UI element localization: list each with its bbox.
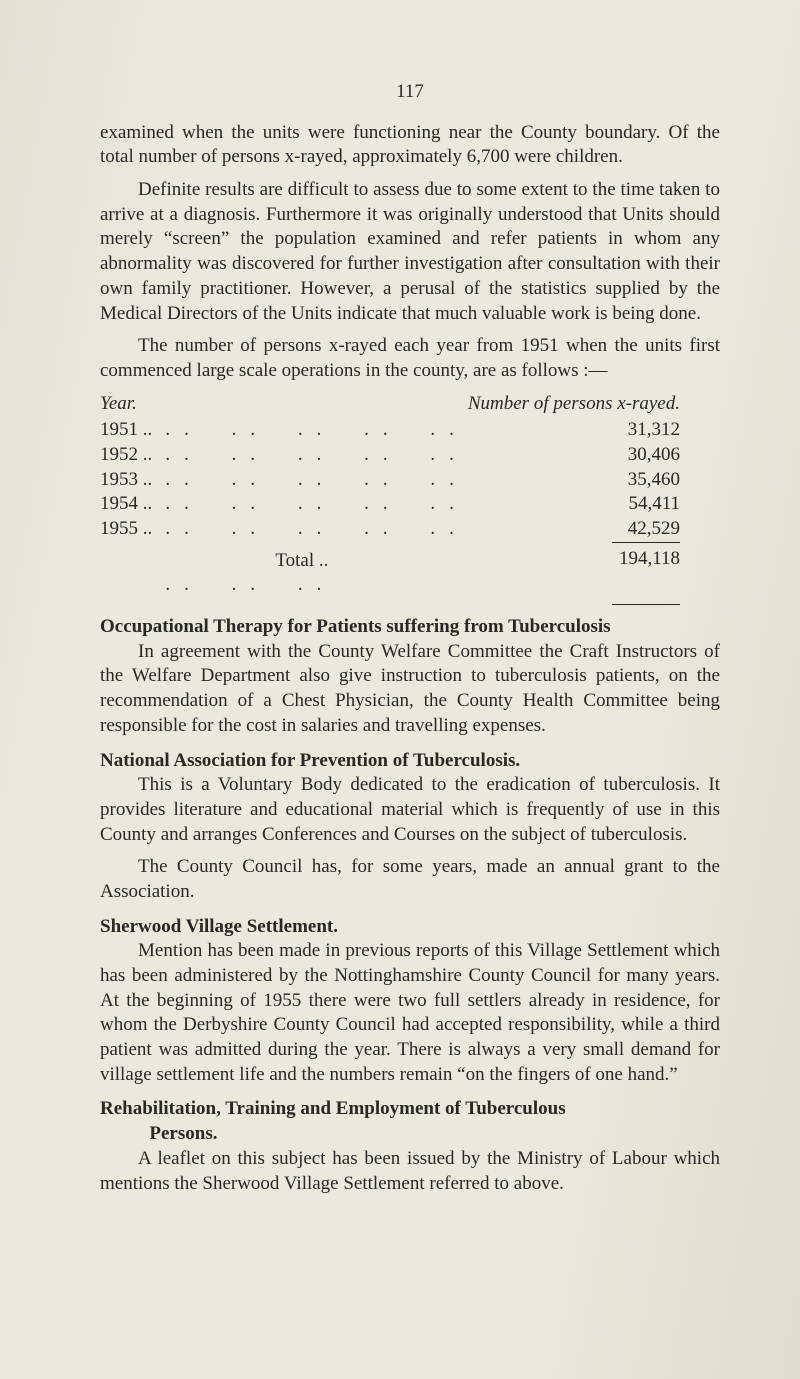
table-row: 1953 .. .. .. .. .. .. 35,460 (100, 468, 720, 493)
dots-cell: .. .. .. .. .. (161, 492, 468, 517)
xray-table: Year. Number of persons x-rayed. 1951 ..… (100, 392, 720, 606)
total-label: Total .. (161, 550, 328, 571)
year-cell: 1952 .. (100, 443, 161, 468)
section-heading-rehab-block: Rehabilitation, Training and Employment … (100, 1097, 720, 1146)
section-body-rehab: A leaflet on this subject has been issue… (100, 1147, 720, 1196)
total-value: 194,118 (612, 542, 680, 572)
paragraph-3: The number of persons x-rayed each year … (100, 334, 720, 383)
total-label-cell: Total .. .. .. .. (161, 542, 468, 605)
section-heading-occupational: Occupational Therapy for Patients suffer… (100, 615, 720, 640)
table-row: 1952 .. .. .. .. .. .. 30,406 (100, 443, 720, 468)
section-heading-rehab-line1: Rehabilitation, Training and Employment … (100, 1097, 720, 1122)
value-cell: 31,312 (468, 418, 720, 443)
leader-dots: .. .. .. .. .. (161, 493, 468, 514)
leader-dots: .. .. .. .. .. (161, 419, 468, 440)
section-body-occupational: In agreement with the County Welfare Com… (100, 640, 720, 739)
dots-cell: .. .. .. .. .. (161, 468, 468, 493)
leader-dots: .. .. .. .. .. (161, 518, 468, 539)
header-spacer (161, 392, 468, 419)
section-heading-sherwood: Sherwood Village Settlement. (100, 915, 720, 940)
leader-dots: .. .. .. .. .. (161, 444, 468, 465)
section-heading-rehab-line2: Persons. (100, 1122, 720, 1147)
leader-dots: .. .. .. (161, 574, 335, 595)
total-value-cell: 194,118 (468, 542, 720, 605)
table-header-row: Year. Number of persons x-rayed. (100, 392, 720, 419)
document-page: 117 examined when the units were functio… (0, 0, 800, 1379)
year-cell: 1951 .. (100, 418, 161, 443)
dots-cell: .. .. .. .. .. (161, 443, 468, 468)
total-spacer (100, 542, 161, 605)
year-cell: 1953 .. (100, 468, 161, 493)
paragraph-2: Definite results are difficult to assess… (100, 178, 720, 326)
section-body-national-2: The County Council has, for some years, … (100, 855, 720, 904)
table-row: 1955 .. .. .. .. .. .. 42,529 (100, 517, 720, 542)
value-cell: 35,460 (468, 468, 720, 493)
section-body-national-1: This is a Voluntary Body dedicated to th… (100, 773, 720, 847)
dots-cell: .. .. .. .. .. (161, 517, 468, 542)
page-number: 117 (100, 80, 720, 105)
section-body-sherwood: Mention has been made in previous report… (100, 939, 720, 1087)
table-row: 1954 .. .. .. .. .. .. 54,411 (100, 492, 720, 517)
section-heading-national: National Association for Prevention of T… (100, 749, 720, 774)
table-row: 1951 .. .. .. .. .. .. 31,312 (100, 418, 720, 443)
value-cell: 30,406 (468, 443, 720, 468)
table-total-row: Total .. .. .. .. 194,118 (100, 542, 720, 605)
value-cell: 54,411 (468, 492, 720, 517)
total-bottom-rule (612, 575, 680, 605)
paragraph-1: examined when the units were functioning… (100, 121, 720, 170)
year-header: Year. (100, 392, 161, 419)
value-cell: 42,529 (468, 517, 720, 542)
year-cell: 1955 .. (100, 517, 161, 542)
number-header: Number of persons x-rayed. (468, 392, 720, 419)
year-cell: 1954 .. (100, 492, 161, 517)
dots-cell: .. .. .. .. .. (161, 418, 468, 443)
leader-dots: .. .. .. .. .. (161, 469, 468, 490)
